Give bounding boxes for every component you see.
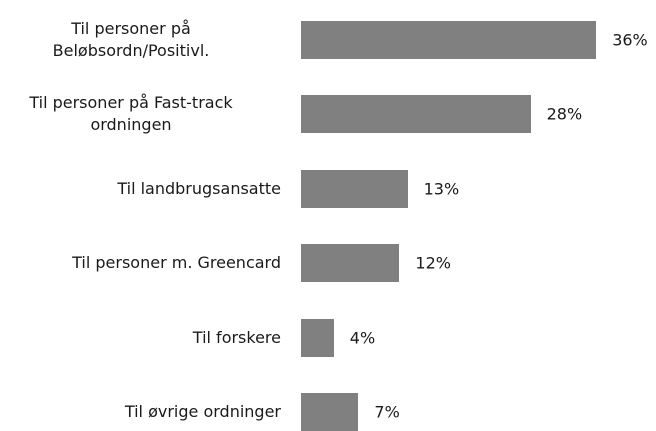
bar bbox=[301, 95, 531, 134]
bar bbox=[301, 393, 359, 431]
bar bbox=[301, 244, 400, 283]
bar bbox=[301, 21, 597, 59]
category-label: Til forskere bbox=[192, 327, 281, 347]
category-label: Til personer på Fast-track ordningen bbox=[29, 93, 233, 135]
category-label: Til personer m. Greencard bbox=[72, 253, 281, 273]
category-label: Til landbrugsansatte bbox=[117, 178, 281, 198]
category-label: Til øvrige ordninger bbox=[124, 402, 281, 421]
value-label: 7% bbox=[374, 402, 400, 422]
bar bbox=[301, 318, 334, 357]
value-label: 28% bbox=[546, 104, 583, 124]
value-label: 4% bbox=[349, 328, 376, 348]
value-label: 36% bbox=[612, 30, 648, 50]
value-label: 13% bbox=[423, 179, 460, 199]
bar bbox=[301, 169, 408, 208]
value-label: 12% bbox=[415, 253, 451, 273]
category-label: Til personer på Beløbsordn/Positivl. bbox=[52, 19, 210, 60]
